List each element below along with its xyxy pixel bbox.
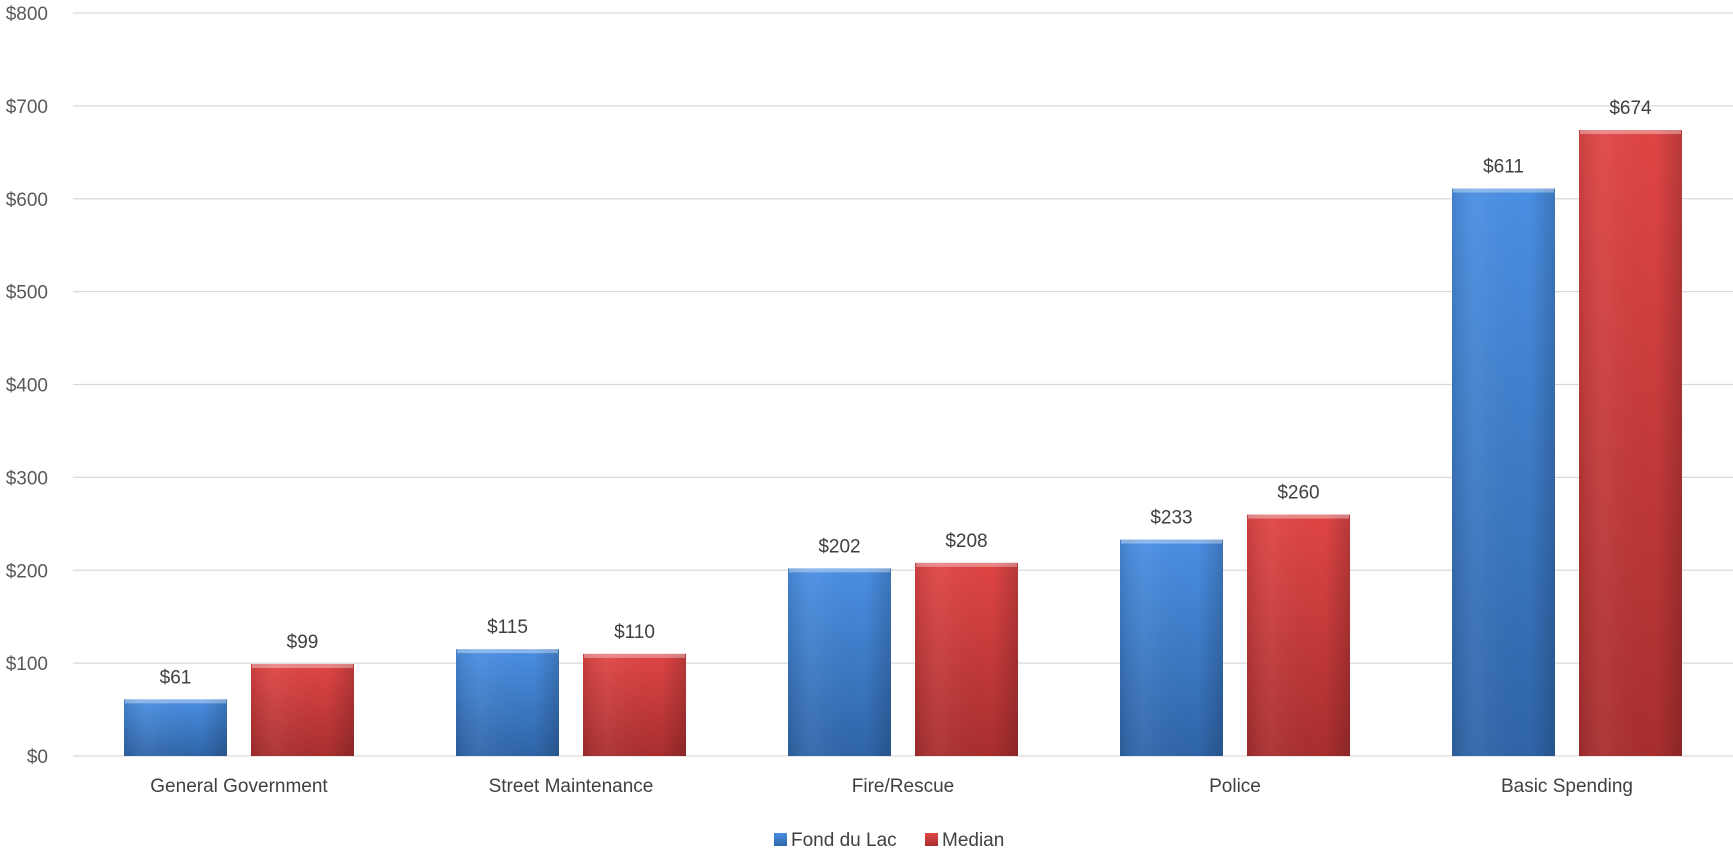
y-tick-label: $200 bbox=[6, 561, 48, 582]
y-tick-label: $100 bbox=[6, 654, 48, 675]
bar-shading bbox=[1452, 188, 1555, 756]
bar-fond-du-lac bbox=[788, 568, 891, 756]
data-label: $674 bbox=[1609, 98, 1652, 119]
legend-swatch bbox=[774, 833, 787, 846]
data-label: $260 bbox=[1277, 483, 1319, 504]
data-label: $110 bbox=[614, 622, 655, 643]
bar-bevel bbox=[1248, 514, 1349, 519]
bar-bevel bbox=[125, 699, 226, 704]
bar-bevel bbox=[1453, 188, 1554, 193]
bar-fond-du-lac bbox=[1120, 539, 1223, 756]
legend-label: Median bbox=[942, 830, 1004, 851]
data-label: $611 bbox=[1483, 157, 1524, 178]
x-tick-label: Fire/Rescue bbox=[852, 776, 954, 797]
bar-fond-du-lac bbox=[124, 699, 227, 756]
legend-item-median: Median bbox=[925, 830, 1004, 851]
y-tick-label: $700 bbox=[6, 97, 48, 118]
x-tick-label: Basic Spending bbox=[1501, 776, 1633, 797]
legend-swatch bbox=[925, 833, 938, 846]
y-tick-label: $300 bbox=[6, 468, 48, 489]
legend-item-fond-du-lac: Fond du Lac bbox=[774, 830, 897, 851]
bar-median bbox=[1247, 514, 1350, 756]
bar-bevel bbox=[457, 649, 558, 654]
bars bbox=[124, 130, 1682, 756]
x-tick-label: Street Maintenance bbox=[489, 776, 654, 797]
bar-shading bbox=[915, 562, 1018, 756]
data-label: $99 bbox=[287, 632, 319, 653]
bar-median bbox=[251, 664, 354, 756]
data-label: $115 bbox=[487, 617, 528, 638]
data-label: $233 bbox=[1150, 508, 1192, 529]
x-tick-label: Police bbox=[1209, 776, 1261, 797]
bar-shading bbox=[1579, 130, 1682, 756]
bar-median bbox=[1579, 130, 1682, 756]
gridlines bbox=[73, 12, 1733, 757]
bar-median bbox=[583, 653, 686, 756]
data-labels: $61 $99 $115 $110 $202 $208 $233 $260 $611 $674 bbox=[160, 98, 1652, 688]
x-tick-label: General Government bbox=[150, 776, 328, 797]
bar-shading bbox=[1247, 514, 1350, 756]
y-tick-label: $800 bbox=[6, 4, 48, 25]
bar-shading bbox=[583, 653, 686, 756]
x-axis: General Government Street Maintenance Fire… bbox=[150, 776, 1633, 797]
y-tick-label: $0 bbox=[27, 747, 48, 768]
bar-shading bbox=[1120, 539, 1223, 756]
bar-bevel bbox=[916, 562, 1017, 567]
bar-fond-du-lac bbox=[456, 649, 559, 756]
data-label: $202 bbox=[818, 536, 860, 557]
bar-shading bbox=[124, 699, 227, 756]
data-label: $61 bbox=[160, 667, 192, 688]
bar-median bbox=[915, 562, 1018, 756]
y-tick-label: $400 bbox=[6, 376, 48, 397]
legend: Fond du Lac Median bbox=[774, 830, 1004, 851]
y-tick-label: $500 bbox=[6, 283, 48, 304]
bar-bevel bbox=[584, 653, 685, 658]
bar-bevel bbox=[1580, 130, 1681, 135]
data-label: $208 bbox=[945, 531, 987, 552]
bar-bevel bbox=[1121, 539, 1222, 544]
bar-shading bbox=[456, 649, 559, 756]
bar-fond-du-lac bbox=[1452, 188, 1555, 756]
bar-shading bbox=[251, 664, 354, 756]
bar-bevel bbox=[789, 568, 890, 573]
bar-bevel bbox=[252, 664, 353, 669]
bar-shading bbox=[788, 568, 891, 756]
legend-label: Fond du Lac bbox=[791, 830, 897, 851]
y-axis: $0 $100 $200 $300 $400 $500 $600 $700 $800 bbox=[6, 4, 48, 768]
y-tick-label: $600 bbox=[6, 190, 48, 211]
